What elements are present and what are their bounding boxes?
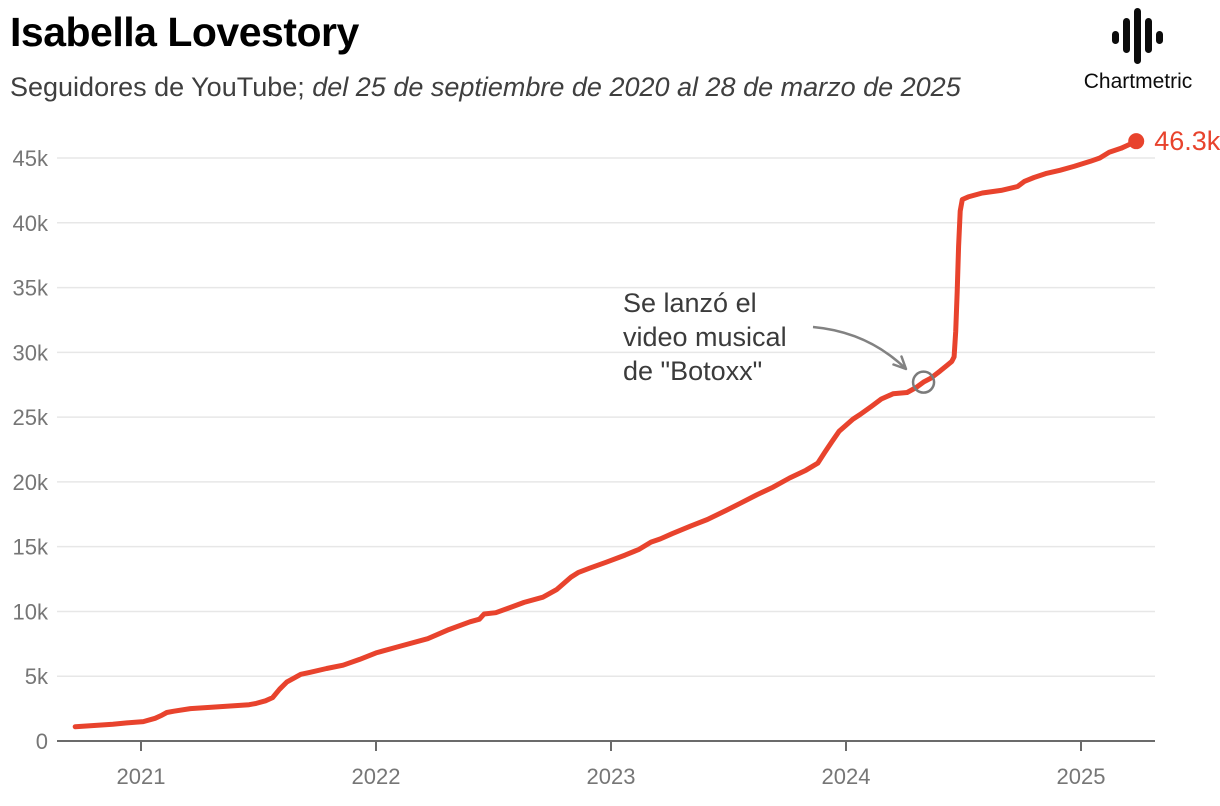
annotation-line-1: Se lanzó el (623, 288, 757, 318)
annotation-text: Se lanzó el video musical de "Botoxx" (623, 286, 787, 388)
y-tick-label-0: 0 (36, 729, 48, 754)
end-point-marker[interactable] (1128, 133, 1145, 150)
y-tick-label-25k: 25k (13, 405, 49, 430)
chartmetric-logo: Chartmetric (1070, 8, 1206, 94)
followers-series-line[interactable] (72, 138, 1139, 730)
y-tick-label-30k: 30k (13, 340, 49, 365)
end-value-label: 46.3k (1154, 126, 1220, 156)
annotation-line-2: video musical (623, 322, 787, 352)
x-tick-label-2025: 2025 (1057, 764, 1106, 789)
brand-name: Chartmetric (1083, 70, 1193, 93)
x-tick-label-2023: 2023 (587, 764, 636, 789)
y-tick-label-5k: 5k (25, 664, 49, 689)
annotation-arrow-icon (812, 325, 908, 371)
page-title: Isabella Lovestory (10, 9, 359, 55)
annotation-circle-marker[interactable] (911, 370, 936, 394)
y-tick-label-10k: 10k (13, 599, 49, 624)
annotation-line-3: de "Botoxx" (623, 356, 763, 386)
chartmetric-waveform-icon (1112, 8, 1163, 64)
x-tick-label-2021: 2021 (117, 764, 166, 789)
y-tick-label-45k: 45k (13, 146, 49, 171)
y-tick-label-20k: 20k (13, 470, 49, 495)
x-tick-label-2024: 2024 (822, 764, 871, 789)
y-tick-label-35k: 35k (13, 276, 49, 301)
subtitle-plain: Seguidores de YouTube; (10, 72, 305, 102)
subtitle-italic: del 25 de septiembre de 2020 al 28 de ma… (304, 72, 961, 102)
y-tick-label-40k: 40k (13, 211, 49, 236)
y-tick-label-15k: 15k (13, 535, 49, 560)
x-tick-label-2022: 2022 (352, 764, 401, 789)
chart-subtitle: Seguidores de YouTube; del 25 de septiem… (10, 71, 961, 103)
